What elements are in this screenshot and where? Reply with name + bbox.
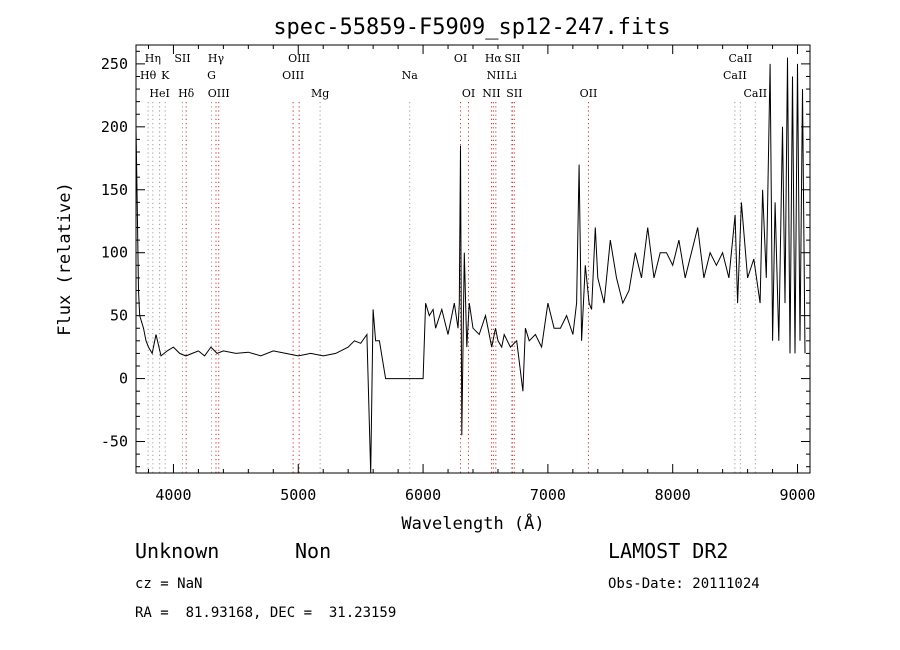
x-tick-label: 4000 <box>155 486 191 504</box>
spectral-line-label: Hδ <box>178 87 195 100</box>
spectral-line-label: OIII <box>208 87 230 100</box>
spectral-line-label: OIII <box>288 52 310 65</box>
spectral-line-label: Mg <box>311 87 329 100</box>
spectral-line-label: NII <box>482 87 500 100</box>
spectral-line-label: K <box>161 69 170 82</box>
spectral-line-label: CaII <box>723 69 747 82</box>
subclass-label: Non <box>295 539 332 563</box>
x-axis-label: Wavelength (Å) <box>401 512 544 534</box>
spectral-line-label: OII <box>580 87 598 100</box>
spectral-line-label: SII <box>504 52 520 65</box>
spectral-line-label: SII <box>506 87 522 100</box>
class-label: Unknown <box>135 539 220 563</box>
axis-ticks: 4000 5000 6000 7000 8000 9000 -50 0 50 100 150 200 2… <box>101 45 816 504</box>
y-tick-label: 150 <box>101 181 128 199</box>
spectral-line-label: Na <box>402 69 419 82</box>
coordinates-label: RA = 81.93168, DEC = 31.23159 <box>135 605 397 621</box>
spectral-line-label: OI <box>454 52 467 65</box>
y-axis-label: Flux (relative) <box>55 182 75 336</box>
spectral-line-label: Hη <box>145 52 161 65</box>
y-tick-label: 50 <box>110 307 128 325</box>
spectral-line-label: OIII <box>282 69 304 82</box>
y-tick-label: 250 <box>101 55 128 73</box>
spectral-line-label: Li <box>506 69 517 82</box>
y-tick-label: 100 <box>101 244 128 262</box>
redshift-label: cz = NaN <box>135 576 203 592</box>
x-tick-label: 7000 <box>530 486 566 504</box>
spectral-line-label: HeI <box>149 87 169 100</box>
chart-title: spec-55859-F5909_sp12-247.fits <box>273 15 670 40</box>
y-tick-label: -50 <box>101 433 128 451</box>
y-tick-label: 200 <box>101 118 128 136</box>
x-tick-label: 5000 <box>280 486 316 504</box>
spectral-line-label: OI <box>462 87 475 100</box>
spectral-line-label: Hα <box>485 52 503 65</box>
spectral-line-label: SII <box>174 52 190 65</box>
spectral-line-label: NII <box>487 69 505 82</box>
y-tick-label: 0 <box>119 370 128 388</box>
x-tick-label: 8000 <box>655 486 691 504</box>
spectral-line-label: Hγ <box>208 52 225 65</box>
survey-label: LAMOST DR2 <box>608 539 729 563</box>
x-tick-label: 6000 <box>405 486 441 504</box>
spectral-line-label: CaII <box>729 52 753 65</box>
spectral-line-label: Hθ <box>140 69 157 82</box>
obs-date-label: Obs-Date: 20111024 <box>608 576 760 592</box>
spectrum-series-line <box>135 57 806 474</box>
spectral-line-label: CaII <box>743 87 767 100</box>
x-tick-label: 9000 <box>779 486 815 504</box>
spectral-line-label: G <box>207 69 216 82</box>
series-layer <box>135 57 806 474</box>
